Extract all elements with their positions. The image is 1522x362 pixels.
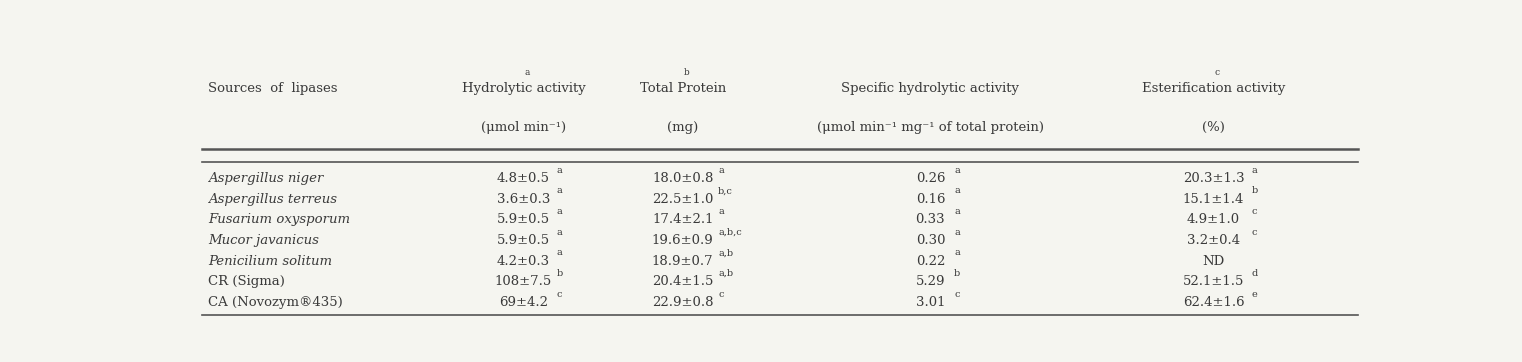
Text: Total Protein: Total Protein [639,81,726,94]
Text: e: e [1251,290,1257,299]
Text: (μmol min⁻¹): (μmol min⁻¹) [481,121,566,134]
Text: 0.26: 0.26 [916,172,945,185]
Text: (mg): (mg) [667,121,699,134]
Text: b: b [954,269,960,278]
Text: 22.5±1.0: 22.5±1.0 [651,193,714,206]
Text: 69±4.2: 69±4.2 [499,296,548,309]
Text: 4.9±1.0: 4.9±1.0 [1187,213,1240,226]
Text: a,b: a,b [718,248,734,257]
Text: c: c [718,290,723,299]
Text: d: d [1251,269,1257,278]
Text: a: a [718,207,724,216]
Text: 15.1±1.4: 15.1±1.4 [1183,193,1243,206]
Text: 3.01: 3.01 [916,296,945,309]
Text: Hydrolytic activity: Hydrolytic activity [461,81,586,94]
Text: ND: ND [1202,254,1225,268]
Text: a: a [954,248,960,257]
Text: Fusarium oxysporum: Fusarium oxysporum [209,213,350,226]
Text: (μmol min⁻¹ mg⁻¹ of total protein): (μmol min⁻¹ mg⁻¹ of total protein) [817,121,1044,134]
Text: b: b [1251,186,1257,195]
Text: 17.4±2.1: 17.4±2.1 [651,213,714,226]
Text: a: a [557,166,562,175]
Text: 62.4±1.6: 62.4±1.6 [1183,296,1245,309]
Text: c: c [954,290,959,299]
Text: a: a [718,166,724,175]
Text: a: a [525,68,530,77]
Text: a,b: a,b [718,269,734,278]
Text: a: a [557,228,562,237]
Text: c: c [1251,207,1257,216]
Text: a: a [954,228,960,237]
Text: Specific hydrolytic activity: Specific hydrolytic activity [842,81,1020,94]
Text: c: c [557,290,562,299]
Text: 4.8±0.5: 4.8±0.5 [498,172,549,185]
Text: b: b [683,68,689,77]
Text: a: a [954,166,960,175]
Text: a: a [954,186,960,195]
Text: 0.22: 0.22 [916,254,945,268]
Text: 108±7.5: 108±7.5 [495,275,552,288]
Text: a: a [557,207,562,216]
Text: 0.16: 0.16 [916,193,945,206]
Text: CA (Novozym®435): CA (Novozym®435) [209,296,342,309]
Text: Mucor javanicus: Mucor javanicus [209,234,318,247]
Text: a,b,c: a,b,c [718,228,741,237]
Text: b,c: b,c [718,186,734,195]
Text: a: a [1251,166,1257,175]
Text: c: c [1215,68,1219,77]
Text: 0.30: 0.30 [916,234,945,247]
Text: 0.33: 0.33 [916,213,945,226]
Text: 3.6±0.3: 3.6±0.3 [496,193,549,206]
Text: a: a [557,248,562,257]
Text: Aspergillus terreus: Aspergillus terreus [209,193,336,206]
Text: 5.9±0.5: 5.9±0.5 [496,213,549,226]
Text: 5.9±0.5: 5.9±0.5 [496,234,549,247]
Text: 20.3±1.3: 20.3±1.3 [1183,172,1245,185]
Text: Esterification activity: Esterification activity [1142,81,1285,94]
Text: Sources  of  lipases: Sources of lipases [209,81,338,94]
Text: c: c [1251,228,1257,237]
Text: 4.2±0.3: 4.2±0.3 [496,254,549,268]
Text: 52.1±1.5: 52.1±1.5 [1183,275,1243,288]
Text: a: a [557,186,562,195]
Text: Aspergillus niger: Aspergillus niger [209,172,323,185]
Text: 22.9±0.8: 22.9±0.8 [651,296,714,309]
Text: Penicilium solitum: Penicilium solitum [209,254,332,268]
Text: 19.6±0.9: 19.6±0.9 [651,234,714,247]
Text: a: a [954,207,960,216]
Text: 18.9±0.7: 18.9±0.7 [651,254,714,268]
Text: b: b [557,269,563,278]
Text: (%): (%) [1202,121,1225,134]
Text: 3.2±0.4: 3.2±0.4 [1187,234,1240,247]
Text: 5.29: 5.29 [916,275,945,288]
Text: CR (Sigma): CR (Sigma) [209,275,285,288]
Text: 20.4±1.5: 20.4±1.5 [651,275,714,288]
Text: 18.0±0.8: 18.0±0.8 [651,172,714,185]
